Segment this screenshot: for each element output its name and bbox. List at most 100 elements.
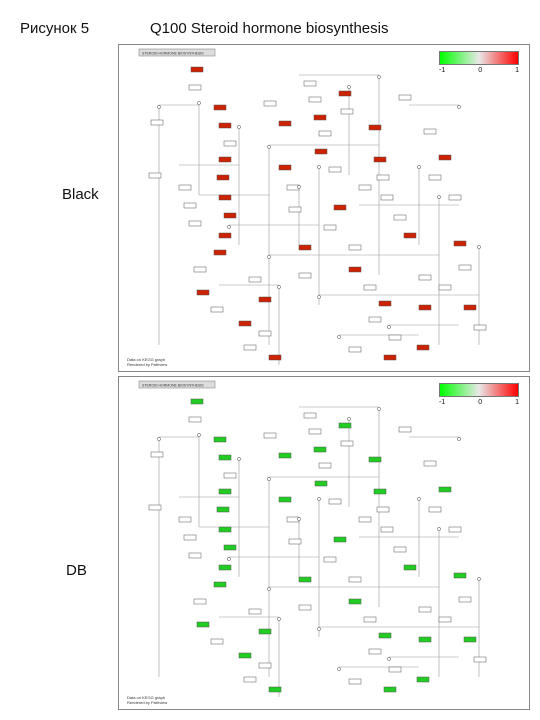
pathway-map-db: STEROID HORMONE BIOSYNTHESIS <box>138 380 487 697</box>
gene-box <box>418 274 432 281</box>
compound-node <box>277 617 281 621</box>
gene-box <box>428 506 442 513</box>
gene-box <box>263 432 277 439</box>
gene-box <box>338 422 352 429</box>
gene-box <box>218 564 232 571</box>
legend-mid: 0 <box>478 67 483 74</box>
gene-box <box>238 652 252 659</box>
compound-node <box>457 437 461 441</box>
gene-box <box>348 576 362 583</box>
gene-box <box>363 284 377 291</box>
gene-box <box>148 504 162 511</box>
compound-node <box>417 497 421 501</box>
compound-node <box>387 657 391 661</box>
compound-node <box>237 457 241 461</box>
gene-box <box>190 398 204 405</box>
gene-box <box>216 506 230 513</box>
gene-box <box>313 114 327 121</box>
gene-box <box>473 656 487 663</box>
gene-box <box>188 552 202 559</box>
gene-box <box>388 666 402 673</box>
gene-box <box>318 462 332 469</box>
compound-node <box>347 417 351 421</box>
gene-box <box>193 266 207 273</box>
gene-box <box>213 581 227 588</box>
compound-node <box>387 325 391 329</box>
map-header-text: STEROID HORMONE BIOSYNTHESIS <box>142 52 204 56</box>
compound-node <box>267 477 271 481</box>
panel-footer: Data on KEGG graph Rendered by Pathview <box>127 695 168 705</box>
gene-box <box>378 300 392 307</box>
gene-box <box>328 498 342 505</box>
figure-label: Рисунок 5 <box>20 20 90 37</box>
group-label-black: Black <box>62 186 99 203</box>
gene-box <box>298 576 312 583</box>
gene-box <box>358 516 372 523</box>
compound-node <box>317 497 321 501</box>
map-header-box <box>138 380 216 389</box>
legend-mid: 0 <box>478 399 483 406</box>
gene-box <box>340 108 354 115</box>
gene-box <box>333 536 347 543</box>
compound-node <box>377 75 381 79</box>
gene-box <box>323 224 337 231</box>
gene-box <box>423 128 437 135</box>
compound-node <box>297 185 301 189</box>
gene-box <box>376 506 390 513</box>
gene-box <box>243 676 257 683</box>
gene-box <box>188 84 202 91</box>
compound-node <box>457 105 461 109</box>
gene-box <box>183 202 197 209</box>
gene-box <box>286 184 300 191</box>
gene-box <box>223 472 237 479</box>
gene-box <box>183 534 197 541</box>
compound-node <box>317 627 321 631</box>
gene-box <box>393 214 407 221</box>
gene-box <box>188 416 202 423</box>
gene-box <box>438 154 452 161</box>
gene-box <box>398 94 412 101</box>
gene-box <box>218 526 232 533</box>
gene-box <box>314 480 328 487</box>
gene-box <box>368 316 382 323</box>
pathway-panel-black: STEROID HORMONE BIOSYNTHESIS -1 0 1 Data… <box>118 44 530 372</box>
gene-box <box>210 306 224 313</box>
gene-box <box>258 330 272 337</box>
compound-node <box>197 101 201 105</box>
gene-box <box>238 320 252 327</box>
gene-box <box>416 344 430 351</box>
gene-box <box>196 289 210 296</box>
gene-box <box>298 604 312 611</box>
gene-box <box>218 156 232 163</box>
gene-box <box>458 596 472 603</box>
gene-box <box>213 436 227 443</box>
compound-node <box>477 577 481 581</box>
compound-node <box>157 437 161 441</box>
gene-box <box>363 616 377 623</box>
group-label-db: DB <box>66 562 87 579</box>
gene-box <box>453 240 467 247</box>
gene-box <box>333 204 347 211</box>
gene-box <box>248 608 262 615</box>
compound-node <box>337 667 341 671</box>
compound-node <box>437 195 441 199</box>
gene-box <box>373 156 387 163</box>
gene-box <box>368 456 382 463</box>
gene-box <box>216 174 230 181</box>
gene-box <box>403 564 417 571</box>
compound-node <box>227 557 231 561</box>
gene-box <box>338 90 352 97</box>
gene-box <box>463 636 477 643</box>
gene-box <box>278 452 292 459</box>
gene-box <box>328 166 342 173</box>
compound-node <box>337 335 341 339</box>
map-header-box <box>138 48 216 57</box>
gene-box <box>223 544 237 551</box>
gene-box <box>416 676 430 683</box>
gene-box <box>453 572 467 579</box>
legend-gradient <box>439 51 519 65</box>
gene-box <box>278 164 292 171</box>
gene-box <box>448 526 462 533</box>
gene-box <box>278 496 292 503</box>
compound-node <box>197 433 201 437</box>
